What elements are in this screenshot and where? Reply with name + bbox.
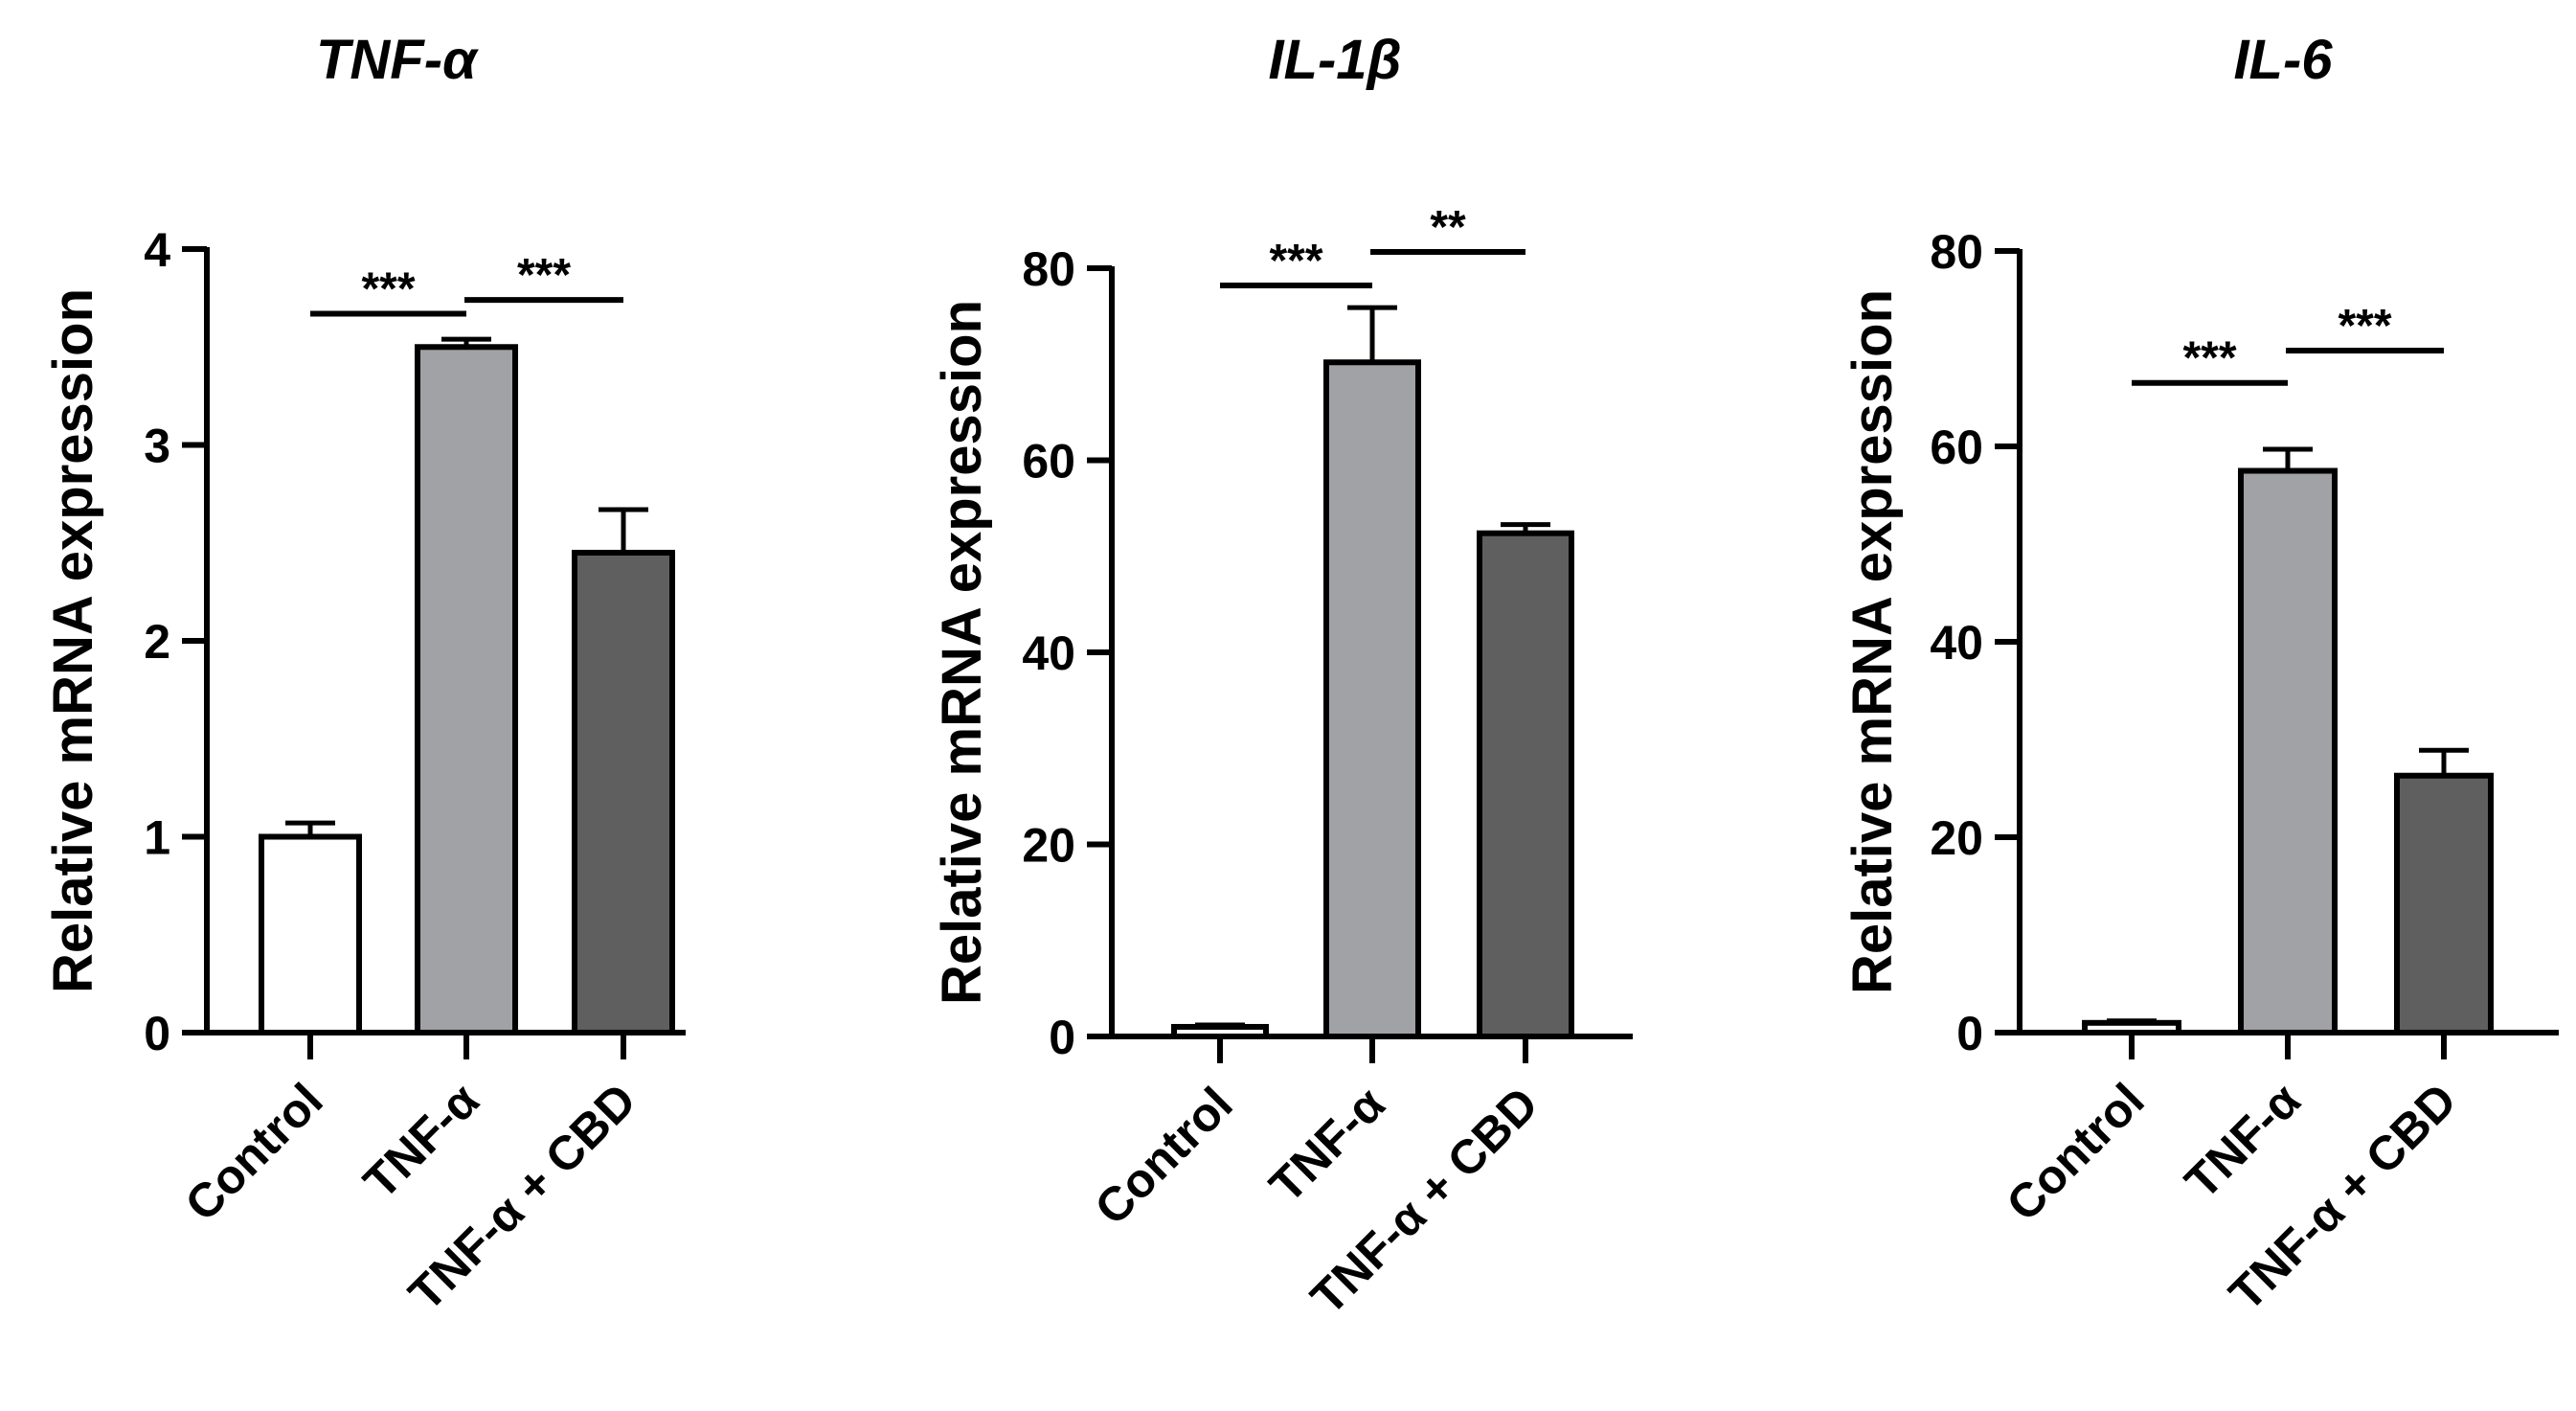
- significance-label: **: [1430, 202, 1466, 253]
- y-tick-label: 40: [1022, 626, 1075, 680]
- y-tick-label: 0: [144, 1007, 170, 1060]
- y-tick-label: 4: [144, 223, 170, 277]
- x-category-label: Control: [1997, 1073, 2155, 1231]
- chart-panel-2: IL-1β Relative mRNA expression 0 20 40 60 80 Co…: [931, 29, 1633, 1325]
- x-category-label: TNF-α: [2175, 1073, 2311, 1209]
- bar-2: [2238, 467, 2338, 1035]
- significance-label: ***: [361, 263, 415, 314]
- y-tick-label: 60: [1022, 435, 1075, 489]
- y-tick-label: 80: [1930, 225, 1983, 279]
- y-axis-label: Relative mRNA expression: [1842, 289, 1904, 994]
- chart-panel-3: IL-6 Relative mRNA expression 0 20 40 60 80 Con…: [1842, 29, 2559, 1321]
- chart-title: IL-1β: [1268, 29, 1401, 91]
- x-category-label: TNF-α: [1259, 1077, 1395, 1213]
- chart-panel-1: TNF-α Relative mRNA expression 0 1 2 3 4 Contro…: [42, 29, 686, 1321]
- significance-label: ***: [2182, 333, 2236, 384]
- y-axis-label: Relative mRNA expression: [42, 288, 104, 993]
- y-tick-label: 2: [144, 615, 170, 669]
- significance-label: ***: [517, 250, 571, 301]
- y-tick-label: 20: [1022, 819, 1075, 873]
- bar-3: [1477, 530, 1574, 1039]
- bar-1: [259, 833, 362, 1035]
- x-category-label: Control: [175, 1073, 333, 1231]
- chart-title: IL-6: [2233, 29, 2333, 91]
- bar-3: [572, 549, 675, 1035]
- bar-2: [415, 344, 518, 1035]
- chart-title: TNF-α: [316, 29, 479, 91]
- y-tick-label: 0: [1956, 1007, 1983, 1060]
- significance-label: ***: [1269, 236, 1322, 286]
- significance-label: ***: [2338, 301, 2391, 352]
- bar-2: [1323, 359, 1421, 1039]
- y-tick-label: 40: [1930, 616, 1983, 670]
- y-tick-label: 3: [144, 420, 170, 473]
- y-tick-label: 20: [1930, 811, 1983, 865]
- y-axis-label: Relative mRNA expression: [931, 300, 993, 1005]
- y-tick-label: 80: [1022, 242, 1075, 296]
- bar-3: [2394, 772, 2494, 1035]
- y-tick-label: 0: [1049, 1011, 1075, 1064]
- y-tick-label: 1: [144, 811, 170, 865]
- x-category-label: Control: [1085, 1077, 1243, 1235]
- y-tick-label: 60: [1930, 421, 1983, 474]
- x-category-label: TNF-α: [353, 1073, 489, 1209]
